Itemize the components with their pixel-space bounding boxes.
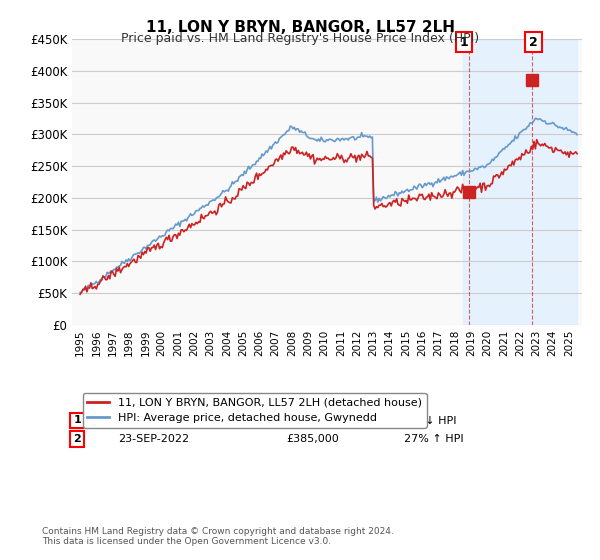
Text: 1: 1 <box>460 35 469 49</box>
Text: 23-SEP-2022: 23-SEP-2022 <box>118 434 189 444</box>
Text: 1: 1 <box>73 416 81 426</box>
Text: 11, LON Y BRYN, BANGOR, LL57 2LH: 11, LON Y BRYN, BANGOR, LL57 2LH <box>146 20 455 35</box>
Text: 9% ↓ HPI: 9% ↓ HPI <box>404 416 456 426</box>
Text: £385,000: £385,000 <box>286 434 339 444</box>
Bar <box>463 39 577 325</box>
Text: 27% ↑ HPI: 27% ↑ HPI <box>404 434 463 444</box>
Legend: 11, LON Y BRYN, BANGOR, LL57 2LH (detached house), HPI: Average price, detached : 11, LON Y BRYN, BANGOR, LL57 2LH (detach… <box>83 393 427 428</box>
Text: 2: 2 <box>529 35 538 49</box>
Text: Contains HM Land Registry data © Crown copyright and database right 2024.
This d: Contains HM Land Registry data © Crown c… <box>42 526 394 546</box>
Text: 2: 2 <box>73 434 81 444</box>
Text: Price paid vs. HM Land Registry's House Price Index (HPI): Price paid vs. HM Land Registry's House … <box>121 32 479 45</box>
Text: £210,000: £210,000 <box>286 416 339 426</box>
Text: 16-NOV-2018: 16-NOV-2018 <box>118 416 192 426</box>
